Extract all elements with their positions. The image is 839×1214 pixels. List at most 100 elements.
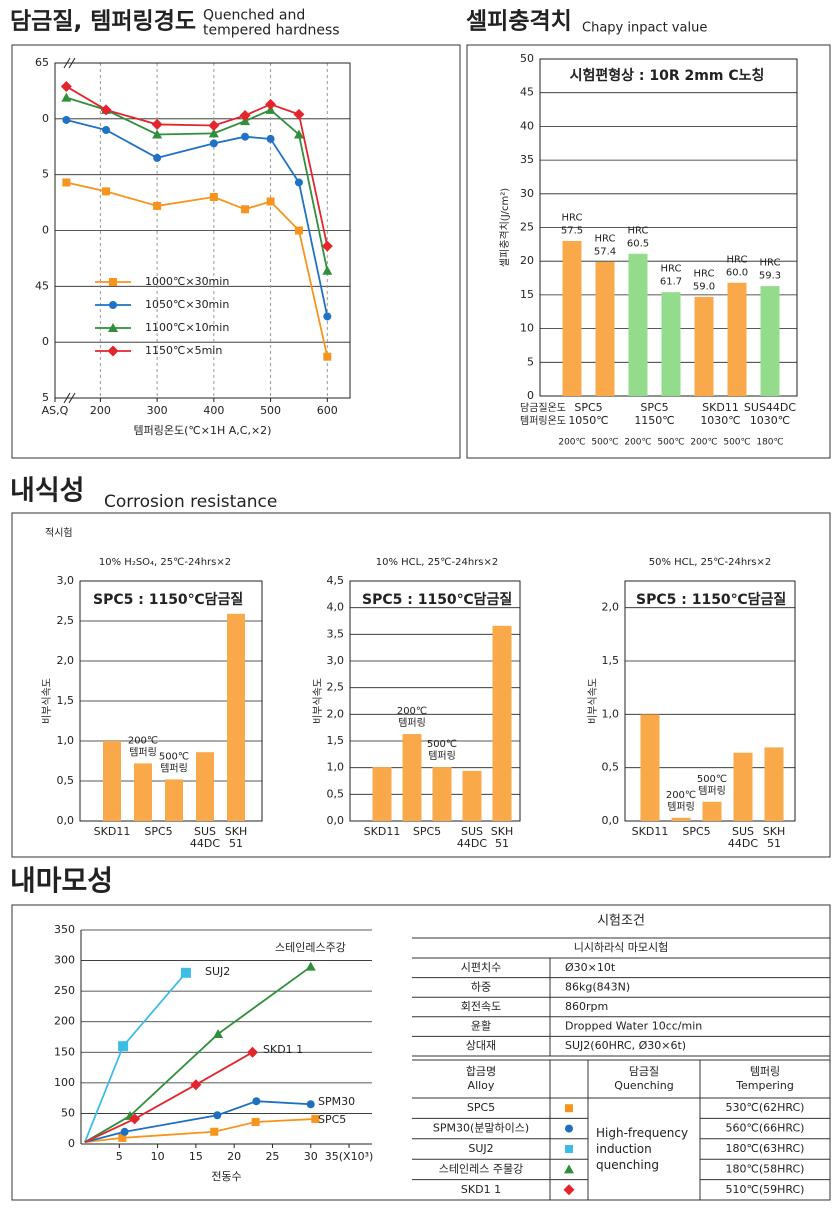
y-tick-label: 3,0 <box>327 654 345 667</box>
bar-label: 500℃ 템퍼링 <box>697 774 727 797</box>
data-point <box>213 1028 224 1038</box>
data-point <box>118 1041 129 1052</box>
x-tick-label: 180℃ <box>756 438 783 448</box>
legend-label: 1050℃×30min <box>145 298 229 311</box>
bar <box>103 741 121 821</box>
chart-subtitle: 50% HCL, 25℃-24hrs×2 <box>649 557 772 568</box>
section-title: 내마모성 <box>10 864 113 897</box>
y-tick-label: 45 <box>35 279 49 292</box>
legend-symbol <box>564 1164 574 1174</box>
data-point <box>323 352 332 361</box>
section-subtitle: Chapy inpact value <box>582 21 707 36</box>
table-cell: 530℃(62HRC) <box>726 1101 805 1114</box>
y-tick-label: 1,5 <box>57 694 75 707</box>
data-point <box>118 1133 127 1142</box>
y-tick-label: 0,0 <box>327 814 345 827</box>
y-tick-label: 65 <box>35 56 49 69</box>
data-point <box>209 139 218 148</box>
bar <box>628 253 648 396</box>
table-cell: SPM30(분말하이스) <box>433 1121 529 1135</box>
bar-label: 500℃ 템퍼링 <box>427 739 457 762</box>
bar <box>661 292 681 396</box>
section-title: 담금질, 템퍼링경도 <box>10 9 196 35</box>
y-tick-label: 3,5 <box>327 627 345 640</box>
annotation: SPC5 : 1150℃담금질 <box>636 591 786 608</box>
table-cell: 상대재 <box>466 1039 496 1052</box>
y-axis-label: 비부식속도 <box>587 678 599 724</box>
y-tick-label: 0 <box>42 224 49 237</box>
bar <box>702 801 722 821</box>
data-point <box>265 98 277 110</box>
annotation: SPC5 : 1150℃담금질 <box>362 591 512 608</box>
bar-label: HRC 60.5 <box>627 225 649 249</box>
table-cell: 180℃(58HRC) <box>726 1162 805 1175</box>
chart-subtitle: 10% H₂SO₄, 25℃-24hrs×2 <box>99 557 231 568</box>
series-label: SPC5 <box>318 1113 346 1126</box>
table-cell: High-frequency induction quenching <box>596 1126 688 1172</box>
legend-symbol <box>565 1145 573 1153</box>
bar <box>372 767 392 821</box>
x-tick-label: 15 <box>189 1150 203 1163</box>
legend-symbol <box>565 1124 573 1133</box>
bar <box>402 734 422 821</box>
data-point <box>293 129 304 139</box>
x-tick-label: SKH 51 <box>763 825 785 850</box>
data-point <box>102 126 111 134</box>
y-tick-label: 150 <box>54 1045 75 1058</box>
x-tick-label: SPC5 <box>144 825 172 838</box>
table-header: 템퍼링 Tempering <box>735 1065 794 1092</box>
plot-frame <box>54 62 351 399</box>
table-cell: 스테인레스 주물강 <box>439 1162 523 1175</box>
series-label: SUJ2 <box>205 965 230 978</box>
y-tick-label: 35 <box>520 153 534 166</box>
series-line <box>66 181 329 357</box>
x-tick-label: 200 <box>90 404 111 417</box>
panel-frame <box>11 44 461 459</box>
data-point <box>153 201 162 210</box>
data-point <box>151 118 163 130</box>
data-point <box>62 115 71 124</box>
y-tick-label: 2,5 <box>327 681 345 694</box>
note: 적시험 <box>45 527 73 539</box>
x-tick-label: 500℃ <box>723 438 750 448</box>
group-label: 1030℃ <box>750 414 790 427</box>
y-tick-label: 0,5 <box>602 761 620 774</box>
series-line <box>66 96 329 271</box>
series-label: SPM30 <box>318 1095 355 1108</box>
x-tick-label: SKD11 <box>632 825 669 838</box>
y-tick-label: 250 <box>54 984 75 997</box>
bar <box>671 817 691 821</box>
x-tick-label: SUS 44DC <box>190 825 220 850</box>
y-tick-label: 0,0 <box>57 814 75 827</box>
chart-subtitle: 10% HCL, 25℃-24hrs×2 <box>376 557 499 568</box>
group-label: SPC5 <box>640 401 668 414</box>
data-point <box>241 205 250 214</box>
table-cell: 86kg(843N) <box>565 980 630 993</box>
table-subtitle: 니시하라식 마모시험 <box>574 940 669 954</box>
data-point <box>209 193 218 201</box>
bar <box>432 767 452 821</box>
group-label: SUS44DC <box>744 401 796 414</box>
group-label: SKD11 <box>702 401 739 414</box>
table-cell: 560℃(66HRC) <box>726 1122 805 1135</box>
table-cell: 510℃(59HRC) <box>726 1183 805 1196</box>
group-label: 1050℃ <box>568 414 608 427</box>
y-axis-label: 셀피충격치(J/cm²) <box>498 188 511 267</box>
bar-label: HRC 60.0 <box>726 254 748 278</box>
data-point <box>120 1127 129 1136</box>
x-tick-label: SPC5 <box>682 825 710 838</box>
data-point <box>311 1114 320 1123</box>
y-tick-label: 50 <box>520 52 534 65</box>
y-tick-label: 2,5 <box>57 614 75 627</box>
x-tick-label: 200℃ <box>624 438 651 448</box>
x-tick-label: 20 <box>227 1150 241 1163</box>
y-axis-label: 비부식속도 <box>41 678 53 724</box>
bar <box>764 747 784 821</box>
y-tick-label: 300 <box>54 954 75 967</box>
table-cell: Dropped Water 10cc/min <box>565 1020 702 1033</box>
bar <box>733 752 753 821</box>
bar <box>595 261 615 396</box>
table-cell: 회전속도 <box>461 1000 501 1013</box>
series-label: 스테인레스주강 <box>275 941 346 954</box>
